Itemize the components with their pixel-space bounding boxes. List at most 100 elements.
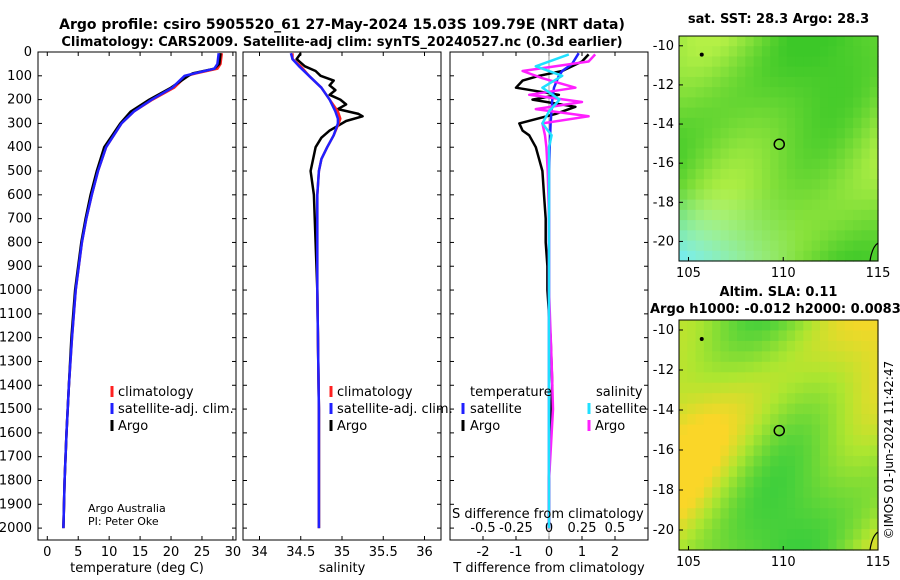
heatmap-cell	[761, 529, 771, 541]
heatmap-cell	[795, 508, 804, 520]
heatmap-cell	[836, 424, 846, 436]
heatmap-cell	[728, 466, 738, 478]
legend3-sal-satellite-label: satellite	[595, 402, 647, 417]
heatmap-cell	[836, 529, 846, 541]
heatmap-cell	[844, 414, 854, 426]
s-tick-label: 0.5	[605, 521, 626, 536]
heatmap-cell	[803, 250, 813, 262]
heatmap-cell	[786, 209, 796, 221]
heatmap-cell	[811, 361, 821, 373]
heatmap-cell	[811, 117, 821, 129]
heatmap-cell	[737, 107, 746, 119]
heatmap-cell	[728, 230, 738, 242]
heatmap-cell	[770, 240, 780, 252]
legend-satellite-label: satellite-adj. clim.	[118, 402, 234, 417]
heatmap-cell	[770, 220, 780, 231]
heatmap-cell	[828, 340, 838, 352]
heatmap-cell	[695, 435, 705, 447]
heatmap-cell	[720, 445, 730, 457]
heatmap-cell	[679, 466, 688, 478]
heatmap-cell	[703, 230, 713, 242]
heatmap-cell	[853, 455, 863, 467]
heatmap-cell	[778, 476, 788, 488]
heatmap-cell	[844, 455, 854, 467]
heatmap-cell	[803, 230, 813, 242]
heatmap-cell	[803, 199, 813, 211]
heatmap-cell	[811, 403, 821, 415]
heatmap-cell	[745, 487, 755, 499]
heatmap-cell	[695, 466, 705, 478]
heatmap-cell	[712, 320, 722, 332]
heatmap-cell	[786, 361, 796, 373]
heatmap-cell	[703, 340, 713, 352]
heatmap-cell	[753, 466, 763, 478]
legend2-satellite-label: satellite-adj. clim.	[337, 402, 453, 417]
heatmap-cell	[819, 148, 829, 160]
heatmap-cell	[836, 66, 846, 78]
x-tick-label: 5	[74, 545, 82, 560]
heatmap-cell	[712, 138, 722, 150]
heatmap-cell	[753, 168, 763, 180]
heatmap-cell	[679, 189, 688, 201]
heatmap-cell	[745, 56, 755, 68]
heatmap-cell	[869, 46, 879, 58]
depth-tick-label: 0	[24, 45, 32, 60]
heatmap-cell	[828, 179, 838, 191]
heatmap-cell	[795, 128, 804, 139]
heatmap-cell	[695, 240, 705, 252]
heatmap-cell	[828, 107, 838, 119]
heatmap-cell	[778, 445, 788, 457]
heatmap-cell	[761, 361, 771, 373]
heatmap-cell	[679, 361, 688, 373]
heatmap-cell	[853, 340, 863, 352]
heatmap-cell	[720, 128, 730, 139]
heatmap-cell	[795, 220, 804, 231]
map-y-tick-label: -16	[653, 156, 674, 171]
map-frame	[678, 35, 879, 262]
map-x-tick-label: 110	[771, 555, 796, 570]
heatmap-cell	[795, 36, 804, 47]
heatmap-cell	[819, 97, 829, 109]
heatmap-cell	[811, 497, 821, 509]
heatmap-cell	[720, 107, 730, 119]
heatmap-cell	[853, 497, 863, 509]
heatmap-cell	[836, 435, 846, 447]
heatmap-cell	[853, 76, 863, 88]
heatmap-cell	[869, 76, 879, 88]
heatmap-cell	[844, 250, 854, 262]
heatmap-cell	[778, 76, 788, 88]
heatmap-cell	[844, 158, 854, 170]
heatmap-cell	[720, 529, 730, 541]
heatmap-cell	[803, 539, 813, 551]
heatmap-cell	[703, 518, 713, 530]
heatmap-cell	[753, 529, 763, 541]
heatmap-cell	[828, 476, 838, 488]
heatmap-cell	[811, 466, 821, 478]
heatmap-cell	[811, 66, 821, 78]
x-tick-label: 25	[194, 545, 211, 560]
heatmap-cell	[869, 340, 879, 352]
heatmap-cell	[687, 230, 697, 242]
heatmap-cell	[836, 508, 846, 520]
heatmap-cell	[819, 56, 829, 68]
heatmap-cell	[720, 539, 730, 551]
heatmap-cell	[869, 179, 879, 191]
heatmap-cell	[753, 487, 763, 499]
heatmap-cell	[828, 351, 838, 363]
heatmap-cell	[745, 158, 755, 170]
heatmap-cell	[861, 66, 871, 78]
heatmap-cell	[861, 414, 871, 426]
heatmap-cell	[869, 361, 879, 373]
heatmap-cell	[795, 76, 804, 88]
heatmap-cell	[786, 529, 796, 541]
heatmap-cell	[720, 230, 730, 242]
heatmap-cell	[778, 158, 788, 170]
heatmap-cell	[844, 148, 854, 160]
series-line-temp-satellite	[547, 52, 580, 529]
heatmap-cell	[753, 435, 763, 447]
heatmap-cell	[679, 539, 688, 551]
heatmap-cell	[803, 56, 813, 68]
heatmap-cell	[786, 189, 796, 201]
salinity-legend: climatology satellite-adj. clim. Argo	[329, 385, 453, 434]
heatmap-cell	[712, 87, 722, 98]
